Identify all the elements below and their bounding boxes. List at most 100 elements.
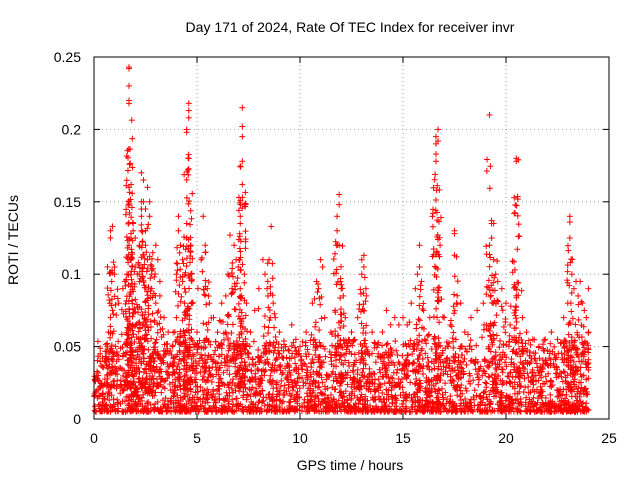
baseline-point xyxy=(501,359,508,366)
scatter-point xyxy=(575,316,582,323)
baseline-point xyxy=(99,391,106,398)
baseline-point xyxy=(103,355,110,362)
scatter-point xyxy=(516,330,523,337)
baseline-point xyxy=(316,383,323,390)
data-point xyxy=(492,271,499,278)
baseline-point xyxy=(271,403,278,410)
scatter-point xyxy=(318,315,325,322)
scatter-point xyxy=(483,168,490,175)
baseline-point xyxy=(485,364,492,371)
data-point xyxy=(426,314,433,321)
scatter-point xyxy=(494,258,501,265)
baseline-point xyxy=(255,381,262,388)
baseline-point xyxy=(373,344,380,351)
baseline-point xyxy=(512,397,519,404)
baseline-point xyxy=(449,398,456,405)
data-point xyxy=(247,329,254,336)
baseline-point xyxy=(485,373,492,380)
scatter-point xyxy=(188,215,195,222)
baseline-point xyxy=(413,375,420,382)
baseline-point xyxy=(497,391,504,398)
scatter-point xyxy=(132,296,139,303)
data-point xyxy=(297,343,303,350)
baseline-point xyxy=(161,385,168,392)
data-point xyxy=(467,314,474,321)
scatter-point xyxy=(316,327,323,334)
baseline-point xyxy=(296,374,303,381)
scatter-point xyxy=(182,289,189,296)
data-point xyxy=(529,336,536,343)
scatter-point xyxy=(514,246,521,253)
data-point xyxy=(585,329,592,336)
scatter-point xyxy=(242,228,249,235)
data-point xyxy=(185,114,192,121)
baseline-point xyxy=(359,350,366,357)
baseline-point xyxy=(371,396,378,403)
baseline-point xyxy=(410,391,417,398)
baseline-point xyxy=(310,369,317,376)
scatter-point xyxy=(110,311,117,318)
scatter-point xyxy=(271,324,278,331)
baseline-point xyxy=(204,386,211,393)
baseline-point xyxy=(529,369,536,376)
baseline-point xyxy=(98,362,105,369)
scatter-point xyxy=(512,201,519,208)
baseline-point xyxy=(317,402,324,409)
scatter-point xyxy=(486,185,493,192)
baseline-point xyxy=(317,363,324,370)
baseline-point xyxy=(229,396,236,403)
baseline-point xyxy=(577,364,584,371)
scatter-point xyxy=(265,360,272,367)
scatter-point xyxy=(110,259,117,266)
baseline-point xyxy=(522,403,529,410)
data-point xyxy=(237,285,244,292)
scatter-point xyxy=(271,310,278,317)
data-point xyxy=(140,177,147,184)
baseline-point xyxy=(376,380,383,387)
baseline-point xyxy=(303,372,310,379)
y-tick-label: 0.2 xyxy=(62,121,82,137)
baseline-point xyxy=(257,391,264,398)
scatter-point xyxy=(124,244,131,251)
scatter-point xyxy=(187,207,194,214)
data-point xyxy=(266,256,273,263)
scatter-point xyxy=(434,297,441,304)
data-point xyxy=(214,329,221,336)
data-point xyxy=(259,256,266,263)
baseline-point xyxy=(372,359,379,366)
data-point xyxy=(457,300,464,307)
baseline-point xyxy=(573,397,580,404)
data-point xyxy=(144,184,151,191)
baseline-point xyxy=(467,358,474,365)
data-point xyxy=(138,213,145,220)
baseline-point xyxy=(363,344,370,351)
baseline-point xyxy=(143,375,150,382)
scatter-point xyxy=(330,256,337,263)
data-point xyxy=(272,314,279,321)
baseline-point xyxy=(383,341,390,348)
data-point xyxy=(173,271,180,278)
data-point xyxy=(319,263,326,270)
scatter-point xyxy=(126,161,133,168)
scatter-point xyxy=(173,260,180,267)
baseline-point xyxy=(551,343,558,350)
baseline-point xyxy=(302,342,309,349)
scatter-point xyxy=(513,304,520,311)
x-tick-label: 20 xyxy=(498,430,514,446)
chart-title: Day 171 of 2024, Rate Of TEC Index for r… xyxy=(186,19,515,35)
baseline-point xyxy=(457,397,464,404)
baseline-point xyxy=(200,373,207,380)
data-point xyxy=(585,285,592,292)
baseline-point xyxy=(497,337,504,344)
scatter-point xyxy=(147,275,154,282)
baseline-point xyxy=(233,373,240,380)
data-point xyxy=(181,300,188,307)
data-point xyxy=(515,233,522,240)
data-point xyxy=(507,321,514,328)
scatter-point xyxy=(564,277,571,284)
baseline-point xyxy=(220,369,227,376)
baseline-point xyxy=(411,390,418,397)
baseline-point xyxy=(171,390,178,397)
baseline-point xyxy=(523,394,530,401)
baseline-point xyxy=(415,355,422,362)
